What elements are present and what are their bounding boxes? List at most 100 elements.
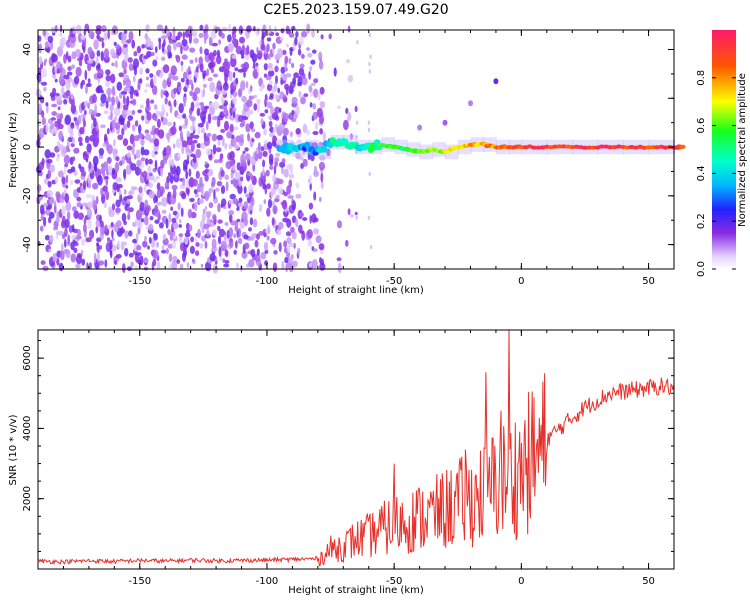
spectrogram-cell xyxy=(212,115,219,121)
signal-blob xyxy=(468,100,473,107)
spectrogram-cell xyxy=(277,178,284,185)
spectrogram-cell xyxy=(169,174,174,184)
spectrogram-cell xyxy=(115,207,121,213)
spectrogram-cell xyxy=(95,226,99,234)
spectrogram-cell xyxy=(264,139,268,145)
spectrogram-cell xyxy=(84,109,87,116)
spectrogram-cell xyxy=(299,156,304,161)
spectrogram-cell xyxy=(40,214,44,221)
spectrogram-cell xyxy=(343,119,349,131)
spectrogram-cell xyxy=(51,103,58,108)
spectrogram-cell xyxy=(206,217,211,225)
spectrogram-cell xyxy=(88,262,92,270)
spectrogram-cell xyxy=(83,218,87,225)
spectrogram-cell xyxy=(243,242,250,250)
spectrogram-cell xyxy=(153,104,158,110)
spectrogram-cell xyxy=(161,103,165,112)
spectrogram-cell xyxy=(258,204,264,209)
spectrogram-cell xyxy=(58,262,64,272)
spectrogram-cell xyxy=(217,225,221,231)
spectrogram-cell xyxy=(296,139,302,143)
spectrogram-cell xyxy=(293,72,300,79)
spectrogram-cell xyxy=(212,144,217,155)
spectrogram-cell xyxy=(311,28,315,38)
spectrogram-cell xyxy=(122,263,126,274)
spectrogram-cell xyxy=(355,135,358,140)
spectrogram-cell xyxy=(232,164,236,171)
spectrogram-cell xyxy=(221,32,225,39)
spectrogram-cell xyxy=(278,221,284,230)
spectrogram-cell xyxy=(212,214,217,221)
spectrogram-cell xyxy=(47,180,52,188)
spectrogram-cell xyxy=(160,35,167,40)
spectrogram-cell xyxy=(150,52,155,56)
spectrogram-cell xyxy=(297,48,302,56)
spectrogram-cell xyxy=(204,24,209,34)
spectrogram-cell xyxy=(58,130,64,141)
spectrogram-cell xyxy=(39,225,44,232)
spectrogram-cell xyxy=(196,107,201,117)
spectrogram-cell xyxy=(286,244,291,253)
spectrogram-cell xyxy=(236,162,241,171)
spectrogram-cell xyxy=(99,124,106,129)
spectrogram-cell xyxy=(49,152,56,158)
spectrogram-cell xyxy=(172,143,176,149)
spectrogram-cell xyxy=(81,170,87,177)
spectrogram-cell xyxy=(67,234,71,245)
spectrogram-cell xyxy=(220,169,225,177)
spectrogram-cell xyxy=(105,100,109,109)
spectrogram-cell xyxy=(269,93,274,98)
spectrogram-cell xyxy=(290,226,295,233)
spectrogram-cell xyxy=(179,263,184,270)
spectrogram-cell xyxy=(280,66,286,74)
spectrogram-cell xyxy=(227,34,232,43)
x-tick-label: -50 xyxy=(386,276,402,287)
spectrogram-cell xyxy=(95,25,102,30)
spectrogram-cell xyxy=(44,58,48,63)
spectrogram-cell xyxy=(177,152,181,159)
spectrogram-cell xyxy=(178,233,184,238)
spectrogram-cell xyxy=(286,237,292,245)
spectrogram-cell xyxy=(105,69,111,76)
spectrogram-cell xyxy=(91,93,97,104)
spectrogram-cell xyxy=(97,251,100,263)
spectrogram-cell xyxy=(244,217,248,227)
spectrogram-cell xyxy=(264,109,269,114)
spectrogram-cell xyxy=(239,136,244,143)
spectrogram-cell xyxy=(266,207,271,217)
spectrogram-cell xyxy=(310,82,316,87)
spectrogram-cell xyxy=(38,128,45,139)
spectrogram-cell xyxy=(311,246,315,251)
spectrogram-cell xyxy=(298,67,305,77)
spectrogram-cell xyxy=(123,168,127,179)
spectrogram-cell xyxy=(287,195,294,199)
spectrogram-cell xyxy=(320,172,324,183)
spectrogram-cell xyxy=(273,165,277,175)
spectrogram-cell xyxy=(170,206,174,211)
spectrogram-cell xyxy=(280,28,285,34)
spectrogram-cell xyxy=(38,56,43,65)
spectrogram-cell xyxy=(254,239,259,248)
spectrogram-cell xyxy=(240,80,246,91)
spectrogram-cell xyxy=(192,258,195,263)
spectrogram-cell xyxy=(158,129,165,139)
spectrogram-cell xyxy=(126,95,130,107)
spectrogram-cell xyxy=(200,263,204,268)
spectrogram-cell xyxy=(231,54,237,59)
spectrogram-cell xyxy=(200,104,205,112)
spectrogram-cell xyxy=(141,44,145,49)
spectrogram-cell xyxy=(122,138,129,147)
spectrogram-cell xyxy=(153,233,158,241)
spectrogram-cell xyxy=(154,151,158,155)
spectrogram-cell xyxy=(57,153,60,158)
spectrogram-cell xyxy=(288,57,292,65)
spectrogram-cell xyxy=(185,170,189,180)
spectrogram-cell xyxy=(164,97,168,105)
spectrogram-cell xyxy=(209,253,216,262)
spectrogram-cell xyxy=(249,49,255,59)
spectrogram-cell xyxy=(136,244,142,251)
spectrogram-cell xyxy=(111,85,116,97)
spectrogram-cell xyxy=(245,153,251,162)
spectrogram-cell xyxy=(136,252,142,256)
spectrogram-cell xyxy=(132,221,137,228)
